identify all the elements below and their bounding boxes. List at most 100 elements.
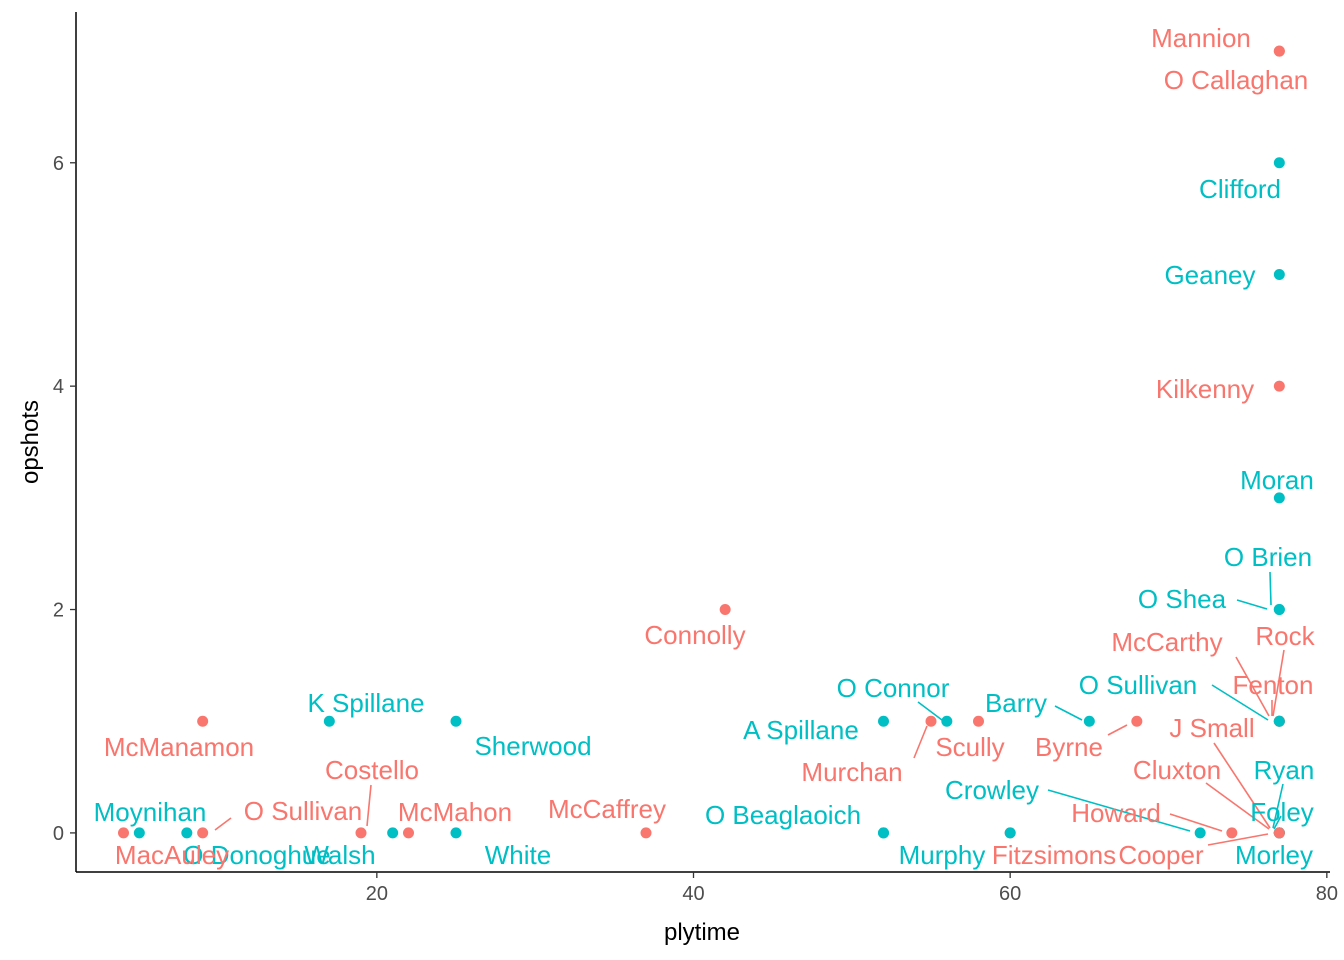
y-tick-label: 6: [53, 153, 64, 175]
label-leader-line: [1269, 571, 1272, 606]
data-point: [1083, 715, 1095, 727]
data-point: [1131, 715, 1143, 727]
label-leader-line: [366, 784, 372, 827]
point-label: Murphy: [899, 840, 986, 870]
label-leader-line: [1213, 742, 1271, 829]
data-points: [118, 45, 1285, 839]
point-label: Fenton: [1233, 670, 1314, 700]
point-label: McCaffrey: [548, 794, 666, 824]
y-tick-label: 2: [53, 600, 64, 622]
data-point: [941, 715, 953, 727]
data-point: [197, 715, 209, 727]
point-labels: Mannion O Callaghan Clifford Geaney Kilkenny…: [94, 23, 1316, 870]
axis-ticks: 20 40 60 80 0 2 4 6: [53, 153, 1338, 905]
label-leader-line: [1207, 833, 1269, 846]
label-leader-line: [1236, 599, 1268, 610]
point-label: Morley: [1235, 840, 1313, 870]
point-label: Byrne: [1035, 732, 1103, 762]
point-label: O Beaglaoich: [705, 800, 861, 830]
point-label: A Spillane: [743, 715, 859, 745]
x-tick-label: 20: [366, 883, 388, 905]
point-label: Cluxton: [1133, 755, 1221, 785]
point-label: Foley: [1250, 797, 1314, 827]
data-point: [878, 827, 889, 839]
data-point: [1273, 492, 1285, 504]
data-point: [1273, 268, 1285, 280]
point-label: Moynihan: [94, 797, 207, 827]
x-tick-label: 60: [999, 883, 1021, 905]
label-leader-line: [214, 817, 232, 831]
data-point: [1273, 604, 1285, 616]
point-label: Scully: [935, 732, 1004, 762]
data-point: [1273, 827, 1285, 839]
data-point: [1273, 715, 1285, 727]
data-point: [181, 827, 193, 839]
point-label: Kilkenny: [1156, 374, 1254, 404]
data-point: [878, 715, 889, 727]
point-label: Crowley: [945, 775, 1039, 805]
point-label: Moran: [1240, 465, 1314, 495]
data-point: [1226, 827, 1238, 839]
label-leader-line: [1054, 705, 1083, 721]
label-leader-line: [1047, 789, 1191, 832]
label-leader-line: [1272, 649, 1285, 717]
x-tick-label: 80: [1316, 883, 1338, 905]
point-label: Barry: [985, 688, 1047, 718]
label-leader-line: [1272, 783, 1284, 829]
point-label: O Sullivan: [244, 796, 363, 826]
label-leader-line: [1211, 684, 1269, 721]
point-label: Geaney: [1164, 260, 1255, 290]
point-label: J Small: [1169, 713, 1254, 743]
label-leader-line: [1169, 813, 1223, 832]
data-point: [197, 827, 209, 839]
point-label: Cooper: [1118, 840, 1204, 870]
point-label: McCarthy: [1111, 627, 1222, 657]
point-label: McManamon: [104, 732, 254, 762]
point-label: Howard: [1071, 798, 1161, 828]
data-point: [973, 715, 984, 727]
point-label: Murchan: [801, 757, 902, 787]
data-point: [118, 827, 129, 839]
data-point: [640, 827, 652, 839]
label-leader-lines: [214, 571, 1285, 846]
point-label: MacAuley: [115, 840, 229, 870]
label-leader-line: [1273, 815, 1282, 830]
label-leader-line: [913, 725, 928, 759]
point-label: Costello: [325, 755, 419, 785]
label-leader-line: [1107, 724, 1128, 736]
data-point: [925, 715, 937, 727]
data-point: [719, 604, 731, 616]
data-point: [1004, 827, 1016, 839]
data-point: [1273, 45, 1285, 57]
y-tick-label: 0: [53, 823, 64, 845]
point-label: Clifford: [1199, 174, 1281, 204]
data-point: [1273, 157, 1285, 169]
data-point: [1194, 827, 1206, 839]
y-tick-label: 4: [53, 376, 64, 398]
point-label: O Connor: [837, 673, 950, 703]
data-point: [133, 827, 145, 839]
point-label: Walsh: [304, 840, 375, 870]
label-leader-line: [917, 701, 943, 721]
point-label: White: [485, 840, 551, 870]
label-leader-line: [1205, 782, 1270, 830]
point-label: K Spillane: [307, 688, 424, 718]
data-point: [450, 715, 462, 727]
data-point: [403, 827, 414, 839]
point-label: Sherwood: [474, 731, 591, 761]
point-label: Connolly: [644, 620, 745, 650]
point-label: O Callaghan: [1164, 65, 1309, 95]
x-axis-title: plytime: [664, 919, 740, 946]
x-tick-label: 40: [682, 883, 704, 905]
point-label: Fitzsimons: [992, 840, 1116, 870]
data-point: [387, 827, 399, 839]
label-leader-line: [1235, 656, 1270, 717]
point-label: O Sullivan: [1079, 670, 1198, 700]
point-label: McMahon: [398, 797, 512, 827]
data-point: [355, 827, 367, 839]
axes: [75, 12, 1330, 873]
point-label: O Brien: [1224, 542, 1312, 572]
data-point: [450, 827, 462, 839]
point-label: Rock: [1255, 621, 1315, 651]
